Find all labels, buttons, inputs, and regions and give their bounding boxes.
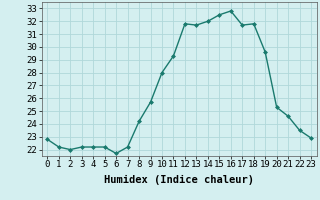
X-axis label: Humidex (Indice chaleur): Humidex (Indice chaleur) (104, 175, 254, 185)
